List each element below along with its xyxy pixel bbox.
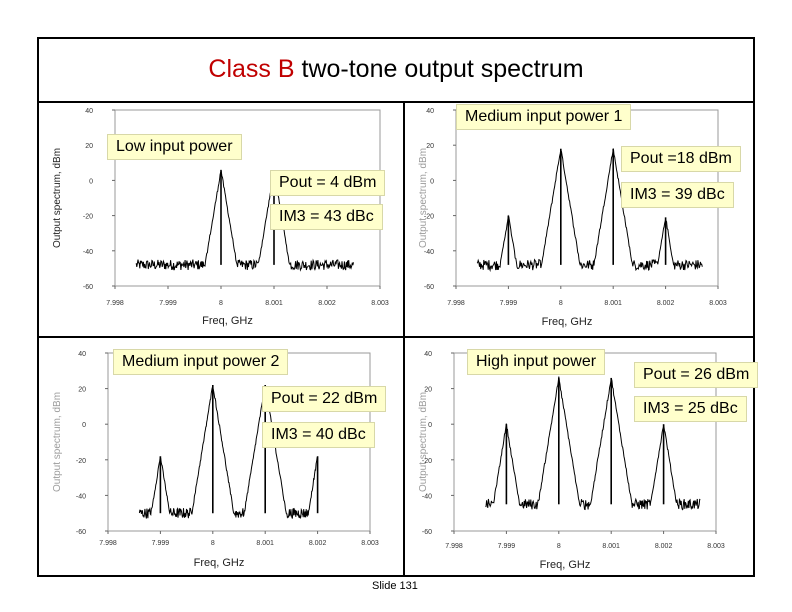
- y-tick-label: -60: [424, 284, 434, 291]
- y-tick-label: -60: [83, 284, 93, 291]
- x-tick-label: 8.003: [371, 300, 389, 307]
- x-axis-label: Freq, GHz: [542, 316, 593, 328]
- callout-high-input: High input power: [467, 349, 606, 375]
- x-tick-label: 8: [557, 543, 561, 550]
- slide-title-accent: Class B: [208, 55, 295, 83]
- y-tick-label: -40: [422, 493, 432, 500]
- x-tick-label: 8.001: [604, 300, 622, 307]
- slide-number: Slide 131: [372, 580, 418, 592]
- y-tick-label: -60: [422, 529, 432, 536]
- callout-pout-med2: Pout = 22 dBm: [262, 386, 387, 412]
- slide-title: Class B two-tone output spectrum: [37, 55, 755, 84]
- vertical-divider: [403, 103, 405, 577]
- x-tick-label: 8.003: [707, 543, 725, 550]
- x-tick-label: 8.003: [361, 540, 379, 547]
- spectrum-trace: [138, 385, 318, 520]
- spectrum-plot-medium2: 40 20 0 -20 -40 -60 7.998 7.999 8 8.001 8.002 8.003…: [40, 339, 402, 575]
- y-axis-label: Output spectrum, dBm: [52, 392, 63, 492]
- y-tick-label: 20: [85, 143, 93, 150]
- callout-low-input: Low input power: [107, 134, 242, 160]
- x-tick-label: 8: [211, 540, 215, 547]
- callout-im3-med1: IM3 = 39 dBc: [621, 182, 734, 208]
- horizontal-divider: [37, 336, 755, 338]
- x-tick-label: 7.998: [447, 300, 465, 307]
- callout-pout-med1: Pout =18 dBm: [621, 146, 741, 172]
- x-tick-label: 7.998: [445, 543, 463, 550]
- y-axis-label: Output spectrum, dBm: [52, 148, 63, 248]
- y-tick-label: -40: [424, 249, 434, 256]
- callout-medium-input-1: Medium input power 1: [456, 104, 632, 130]
- y-tick-label: 0: [428, 422, 432, 429]
- callout-im3-high: IM3 = 25 dBc: [634, 396, 747, 422]
- callout-pout-high: Pout = 26 dBm: [634, 362, 759, 388]
- x-tick-label: 8.002: [318, 300, 336, 307]
- y-tick-label: -40: [83, 249, 93, 256]
- x-tick-label: 8.002: [309, 540, 327, 547]
- y-axis-label: Output spectrum, dBm: [418, 392, 429, 492]
- x-tick-label: 8.002: [657, 300, 675, 307]
- x-tick-label: 7.999: [159, 300, 177, 307]
- y-tick-label: 20: [78, 387, 86, 394]
- y-tick-label: 40: [426, 108, 434, 115]
- callout-im3-med2: IM3 = 40 dBc: [262, 422, 375, 448]
- slide-title-rest: two-tone output spectrum: [294, 55, 584, 83]
- axes-frame: [114, 109, 381, 287]
- x-tick-label: 8.001: [602, 543, 620, 550]
- x-tick-label: 8.003: [709, 300, 727, 307]
- x-tick-label: 8: [559, 300, 563, 307]
- y-tick-label: 40: [85, 108, 93, 115]
- y-tick-label: -20: [76, 458, 86, 465]
- x-axis-label: Freq, GHz: [540, 559, 591, 571]
- spectrum-plot-medium1: 40 20 0 -20 -40 -60 7.998 7.999 8 8.001 8.002 8.003…: [406, 104, 752, 334]
- callout-im3-low: IM3 = 43 dBc: [270, 204, 383, 230]
- x-axis-label: Freq, GHz: [194, 557, 245, 569]
- spectrum-trace: [135, 171, 354, 272]
- callout-pout-low: Pout = 4 dBm: [270, 170, 386, 196]
- title-box: Class B two-tone output spectrum: [37, 37, 755, 103]
- slide-frame: [37, 37, 755, 577]
- x-tick-label: 7.999: [152, 540, 170, 547]
- y-tick-label: 0: [82, 422, 86, 429]
- y-tick-label: -40: [76, 493, 86, 500]
- x-tick-label: 8.001: [256, 540, 274, 547]
- spectrum-trace: [476, 148, 703, 273]
- y-tick-label: 0: [430, 178, 434, 185]
- x-tick-label: 7.999: [500, 300, 518, 307]
- callout-medium-input-2: Medium input power 2: [113, 349, 289, 375]
- x-tick-label: 8.001: [265, 300, 283, 307]
- spectrum-trace: [485, 376, 701, 511]
- x-tick-label: 8.002: [655, 543, 673, 550]
- x-axis-label: Freq, GHz: [202, 315, 253, 327]
- y-tick-label: 20: [424, 387, 432, 394]
- x-tick-label: 7.998: [99, 540, 117, 547]
- y-tick-label: 40: [424, 351, 432, 358]
- x-tick-label: 7.999: [498, 543, 516, 550]
- y-tick-label: 40: [78, 351, 86, 358]
- x-tick-label: 7.998: [106, 300, 124, 307]
- y-tick-label: 20: [426, 143, 434, 150]
- y-tick-label: -60: [76, 529, 86, 536]
- y-axis-label: Output spectrum, dBm: [418, 148, 429, 248]
- y-tick-label: -20: [83, 214, 93, 221]
- x-tick-label: 8: [219, 300, 223, 307]
- y-tick-label: 0: [89, 178, 93, 185]
- y-tick-label: -20: [424, 214, 434, 221]
- y-tick-label: -20: [422, 458, 432, 465]
